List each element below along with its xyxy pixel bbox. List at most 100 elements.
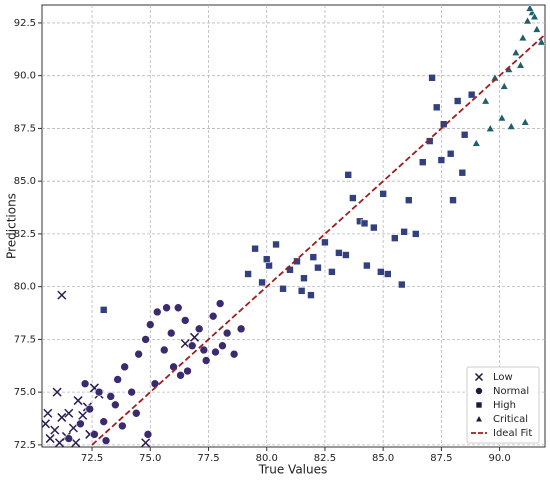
point: [183, 366, 192, 376]
point: [349, 194, 357, 202]
point: [215, 299, 225, 308]
point: [166, 328, 176, 338]
point: [141, 438, 151, 447]
legend-label: Normal: [493, 386, 529, 397]
point: [54, 438, 64, 447]
point: [363, 261, 371, 270]
point: [370, 223, 378, 232]
point: [342, 251, 350, 259]
point: [71, 438, 81, 447]
point: [258, 278, 266, 287]
point: [437, 156, 446, 164]
point: [400, 228, 408, 236]
point: [453, 97, 462, 105]
point: [499, 81, 509, 90]
point: [76, 419, 85, 429]
point: [50, 425, 60, 435]
legend-box: [466, 366, 540, 444]
point: [344, 171, 353, 179]
y-tick-label: 87.5: [14, 123, 36, 134]
point: [113, 375, 122, 384]
legend-label: Critical: [493, 414, 528, 425]
point: [506, 121, 516, 130]
y-tick-label: 82.5: [14, 229, 36, 240]
x-tick-label: 75.0: [139, 453, 161, 464]
point: [229, 349, 239, 359]
point: [141, 335, 150, 344]
point: [449, 196, 457, 204]
point: [397, 280, 406, 289]
point: [180, 316, 190, 325]
point: [99, 417, 109, 426]
point: [432, 103, 441, 112]
legend-marker: [474, 372, 484, 382]
point: [218, 341, 227, 351]
point: [80, 379, 90, 389]
point: [467, 90, 476, 99]
point: [57, 412, 67, 422]
point: [211, 347, 220, 357]
point: [120, 362, 129, 372]
point: [101, 436, 111, 445]
legend-label: Ideal Fit: [493, 428, 532, 439]
point: [497, 113, 507, 122]
x-tick-label: 72.5: [81, 453, 103, 464]
point: [85, 404, 95, 414]
legend-label: Low: [493, 372, 513, 383]
ideal-fit-line: [91, 33, 545, 446]
point: [189, 332, 200, 342]
x-tick-label: 77.5: [197, 453, 219, 464]
point: [180, 339, 190, 349]
point: [525, 5, 535, 12]
point: [279, 284, 287, 293]
point: [43, 408, 53, 418]
legend-marker: [474, 414, 484, 423]
point: [64, 434, 74, 443]
point: [194, 324, 204, 334]
point: [297, 287, 306, 295]
point: [90, 430, 99, 439]
point: [272, 240, 280, 249]
point: [428, 73, 436, 82]
point: [460, 130, 469, 139]
x-tick-label: 80.0: [256, 453, 278, 464]
point: [159, 345, 169, 355]
point: [145, 320, 155, 329]
point: [45, 434, 55, 444]
point: [68, 423, 78, 433]
point: [199, 345, 209, 355]
point: [152, 307, 162, 317]
point: [481, 96, 491, 105]
point: [127, 387, 136, 397]
y-tick-label: 85.0: [14, 176, 36, 187]
y-tick-label: 77.5: [14, 334, 36, 345]
point: [132, 408, 141, 418]
point: [328, 268, 336, 276]
point: [411, 230, 420, 238]
point: [236, 324, 246, 334]
point: [523, 16, 533, 25]
point: [52, 387, 62, 397]
point: [530, 11, 540, 21]
point: [377, 268, 385, 276]
point: [471, 138, 481, 147]
y-tick-label: 92.5: [14, 18, 36, 29]
point: [106, 392, 115, 401]
point: [314, 263, 322, 272]
point: [384, 270, 392, 278]
point: [446, 149, 455, 158]
point: [307, 291, 315, 299]
point: [118, 421, 127, 431]
point: [173, 303, 183, 313]
x-tick-label: 87.5: [430, 453, 452, 464]
point: [150, 379, 160, 389]
point: [309, 253, 318, 261]
point: [532, 24, 542, 33]
y-axis-label: Predictions: [5, 193, 19, 259]
point: [251, 244, 259, 253]
point: [187, 341, 197, 351]
x-axis-label: True Values: [258, 463, 328, 477]
point: [300, 274, 308, 283]
point: [536, 37, 545, 46]
